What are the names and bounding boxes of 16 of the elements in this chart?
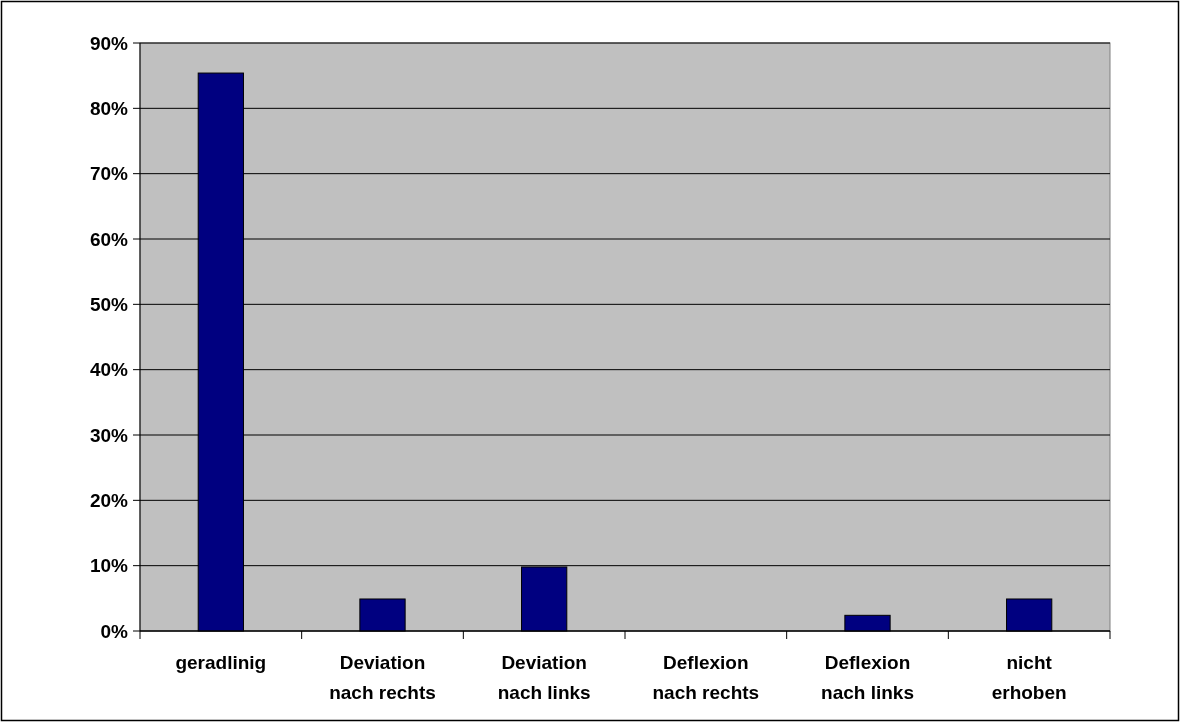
y-tick-label: 60% [89, 228, 129, 250]
y-tick-label: 90% [89, 32, 129, 54]
x-tick-label: Deflexion nach links [821, 652, 914, 703]
y-tick-label: 30% [89, 424, 129, 446]
y-tick-label: 50% [89, 293, 129, 315]
x-tick-label: geradlinig [175, 652, 267, 673]
y-tick-label: 0% [100, 620, 129, 642]
x-tick-label: nicht erhoben [991, 652, 1067, 703]
x-tick-label: Deflexion nach rechts [652, 652, 760, 703]
y-tick-label: 70% [89, 163, 129, 185]
y-tick-label: 40% [89, 359, 129, 381]
y-tick-label: 20% [89, 489, 129, 511]
y-tick-label: 80% [89, 97, 129, 119]
x-tick-label: Deviation nach links [497, 652, 591, 703]
y-tick-label: 10% [89, 555, 129, 577]
x-tick-label: Deviation nach rechts [329, 652, 436, 703]
